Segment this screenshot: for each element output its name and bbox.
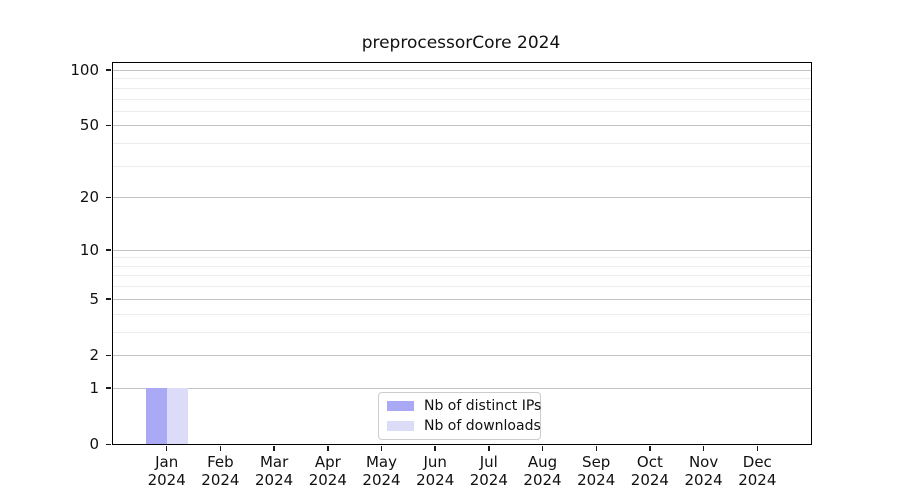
x-tick-month: Sep: [582, 453, 611, 471]
gridline-major: [113, 249, 811, 251]
y-axis-tick: [106, 443, 111, 445]
gridline-minor: [113, 78, 811, 80]
x-tick-month: Feb: [207, 453, 234, 471]
x-tick-month: Apr: [314, 453, 341, 471]
x-axis-tick: [541, 445, 544, 451]
gridline-minor: [113, 143, 811, 144]
chart-title: preprocessorCore 2024: [361, 33, 561, 53]
x-axis-tick: [165, 445, 168, 451]
y-tick-label: 2: [89, 346, 99, 364]
gridline-minor: [113, 98, 811, 100]
legend-label-distinct-ips: Nb of distinct IPs: [424, 397, 542, 414]
x-tick-label: May 2024: [337, 453, 427, 489]
gridline-major: [113, 125, 811, 127]
x-tick-year: 2024: [577, 471, 616, 489]
y-tick-label: 100: [70, 60, 99, 79]
x-tick-label: Sep 2024: [551, 453, 641, 489]
x-axis-tick: [488, 445, 490, 451]
x-tick-label: Oct 2024: [605, 453, 695, 489]
y-tick-label: 20: [79, 188, 99, 207]
gridline-minor: [113, 87, 811, 89]
y-tick-label: 5: [89, 289, 99, 308]
gridline-minor: [113, 265, 811, 267]
y-axis-tick: [106, 298, 111, 300]
legend-swatch-downloads: [387, 420, 414, 431]
x-tick-label: Aug 2024: [498, 453, 588, 489]
bar-downloads: [166, 387, 188, 444]
gridline-major: [113, 387, 811, 389]
x-tick-label: Jun 2024: [390, 453, 480, 489]
y-axis-tick: [106, 124, 111, 127]
gridline-major: [113, 355, 811, 356]
x-tick-year: 2024: [255, 471, 294, 489]
x-tick-month: Jan: [155, 453, 179, 471]
gridline-minor: [113, 331, 811, 333]
y-tick-label: 0: [89, 435, 99, 453]
gridline-minor: [113, 286, 811, 288]
x-axis-tick: [327, 445, 329, 451]
x-tick-month: May: [365, 453, 397, 471]
y-tick-label: 50: [79, 116, 99, 135]
gridline-minor: [113, 275, 811, 277]
x-tick-year: 2024: [469, 471, 508, 489]
x-tick-label: Mar 2024: [229, 453, 319, 489]
bar-distinct-ips: [145, 387, 167, 444]
x-axis-tick: [219, 445, 222, 451]
x-tick-month: Mar: [259, 453, 289, 471]
x-tick-year: 2024: [147, 471, 186, 489]
x-tick-label: Jul 2024: [444, 453, 534, 489]
x-tick-label: Nov 2024: [659, 453, 749, 489]
x-tick-label: Jan 2024: [122, 453, 212, 489]
x-axis-tick: [434, 445, 436, 451]
x-tick-year: 2024: [308, 471, 347, 489]
y-tick-label: 1: [89, 378, 99, 397]
x-tick-month: Jun: [423, 453, 447, 471]
legend-entry-distinct-ips: Nb of distinct IPs: [387, 398, 541, 414]
x-tick-month: Nov: [688, 453, 719, 471]
x-tick-month: Aug: [527, 453, 558, 471]
y-axis-tick: [106, 249, 111, 251]
x-tick-year: 2024: [362, 471, 401, 489]
x-tick-month: Dec: [742, 453, 772, 471]
x-tick-year: 2024: [738, 471, 777, 489]
x-tick-year: 2024: [416, 471, 455, 489]
y-axis-tick: [106, 196, 111, 199]
legend-entry-downloads: Nb of downloads: [387, 418, 541, 434]
legend-label-downloads: Nb of downloads: [424, 417, 541, 434]
gridline-major: [113, 69, 811, 71]
y-axis-tick: [106, 354, 111, 356]
x-axis-tick: [380, 445, 383, 451]
plot-area: 0 1 2 5 10 20 50 100 Jan 2024 Feb 2024 Mar 2024 Apr 202…: [70, 61, 812, 489]
y-axis-tick: [106, 387, 111, 389]
x-tick-month: Jul: [479, 453, 498, 471]
x-axis-tick: [595, 445, 597, 451]
x-tick-year: 2024: [201, 471, 240, 489]
x-tick-label: Feb 2024: [175, 453, 265, 489]
gridline-minor: [113, 165, 811, 167]
y-tick-label: 10: [79, 240, 99, 259]
x-tick-month: Oct: [636, 453, 663, 471]
x-tick-year: 2024: [630, 471, 669, 489]
x-tick-label: Dec 2024: [712, 453, 802, 489]
x-axis-tick: [649, 445, 651, 451]
x-axis-tick: [273, 445, 275, 451]
x-tick-label: Apr 2024: [283, 453, 373, 489]
legend: Nb of distinct IPs Nb of downloads: [378, 392, 541, 440]
y-axis-tick: [106, 69, 111, 71]
x-tick-year: 2024: [523, 471, 562, 489]
legend-swatch-distinct-ips: [387, 400, 414, 411]
gridline-minor: [113, 110, 811, 112]
gridline-minor: [113, 257, 811, 259]
gridline-major: [113, 197, 811, 199]
gridline-major: [113, 298, 811, 300]
x-tick-year: 2024: [684, 471, 723, 489]
x-axis-tick: [702, 445, 705, 451]
x-axis-tick: [756, 445, 759, 451]
gridline-minor: [113, 313, 811, 315]
